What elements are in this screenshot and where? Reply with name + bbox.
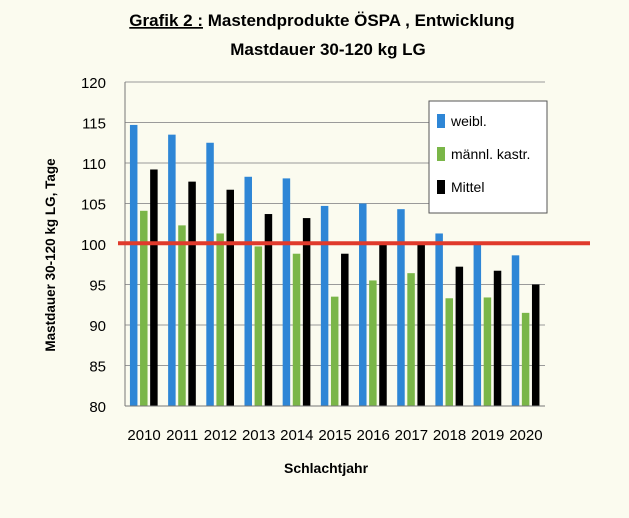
x-tick-label: 2018 (433, 427, 466, 444)
bar-weibl--2018 (435, 233, 443, 406)
bar-mittel-2012 (226, 189, 235, 406)
bar-mittel-2011 (188, 181, 196, 406)
bar-mittel-2015 (341, 253, 349, 406)
x-tick-label: 2015 (318, 427, 351, 444)
y-tick-label: 95 (89, 278, 106, 295)
legend-label: weibl. (450, 113, 487, 129)
y-tick-label: 100 (81, 237, 106, 254)
chart-title: Grafik 2 : Mastendprodukte ÖSPA , Entwic… (129, 11, 514, 30)
x-tick-label: 2011 (166, 427, 198, 444)
legend-box (428, 100, 548, 214)
bars (129, 124, 540, 407)
y-tick-label: 80 (89, 399, 106, 416)
x-tick-label: 2014 (280, 427, 313, 444)
chart-subtitle: Mastdauer 30-120 kg LG (230, 40, 426, 59)
bar-weibl--2020 (511, 255, 520, 406)
bar-mittel-2019 (493, 270, 502, 406)
y-tick-label: 110 (82, 156, 106, 173)
bar-mittel-2010 (150, 169, 158, 406)
bar-weibl--2014 (282, 178, 291, 406)
bar-weibl--2011 (168, 134, 176, 406)
y-tick-label: 85 (89, 359, 106, 376)
x-tick-label: 2017 (395, 427, 428, 444)
y-tick-label: 90 (89, 318, 106, 335)
bar-weibl--2019 (473, 241, 482, 406)
x-tick-label: 2013 (242, 427, 275, 444)
legend-label: männl. kastr. (451, 146, 530, 162)
legend-label: Mittel (451, 179, 484, 195)
x-tick-label: 2020 (509, 427, 542, 444)
x-tick-label: 2010 (127, 427, 160, 444)
bar-mittel-2016 (379, 244, 387, 406)
y-tick-label: 120 (81, 75, 106, 92)
bar-weibl--2010 (129, 124, 138, 407)
legend-items: weibl. männl. kastr. Mittel (437, 113, 530, 195)
bar-mittel-2018 (455, 266, 464, 406)
bar-m-nnl-kastr--2018 (445, 298, 453, 406)
chart-title-prefix: Grafik 2 : (129, 11, 203, 30)
bar-weibl--2013 (244, 176, 252, 406)
bar-m-nnl-kastr--2019 (483, 297, 492, 406)
x-tick-label: 2019 (471, 427, 504, 444)
x-tick-label: 2016 (356, 427, 389, 444)
bar-m-nnl-kastr--2017 (407, 273, 415, 406)
bar-mittel-2017 (417, 244, 425, 406)
legend-swatch (437, 180, 445, 194)
x-axis-label: Schlachtjahr (284, 460, 369, 476)
legend-swatch (437, 114, 445, 128)
x-tick-labels: 2010 2011 2012 2013 2014 2015 2016 2017 2018 2019… (127, 427, 542, 444)
legend: weibl. männl. kastr. Mittel (428, 100, 548, 214)
bar-m-nnl-kastr--2014 (292, 253, 301, 406)
bar-weibl--2017 (397, 209, 405, 406)
legend-swatch (437, 147, 445, 161)
y-tick-label: 105 (81, 197, 106, 214)
bar-m-nnl-kastr--2011 (178, 225, 186, 406)
bar-weibl--2016 (359, 203, 367, 406)
bar-weibl--2015 (320, 205, 329, 406)
chart-title-rest: Mastendprodukte ÖSPA , Entwicklung (203, 11, 515, 30)
bar-m-nnl-kastr--2012 (216, 233, 224, 406)
bar-mittel-2014 (302, 218, 311, 406)
bar-mittel-2020 (531, 284, 540, 406)
bar-weibl--2012 (206, 142, 214, 406)
bar-m-nnl-kastr--2020 (521, 312, 530, 406)
y-tick-labels: 80 85 90 95 100 105 110 115 120 (81, 75, 106, 416)
bar-m-nnl-kastr--2013 (254, 246, 263, 406)
x-tick-label: 2012 (204, 427, 237, 444)
y-tick-label: 115 (82, 116, 106, 133)
y-axis-label: Mastdauer 30-120 kg LG, Tage (43, 158, 58, 352)
bar-m-nnl-kastr--2015 (330, 296, 339, 406)
bar-mittel-2013 (264, 214, 273, 406)
bar-m-nnl-kastr--2010 (140, 210, 148, 406)
bar-m-nnl-kastr--2016 (369, 280, 377, 406)
